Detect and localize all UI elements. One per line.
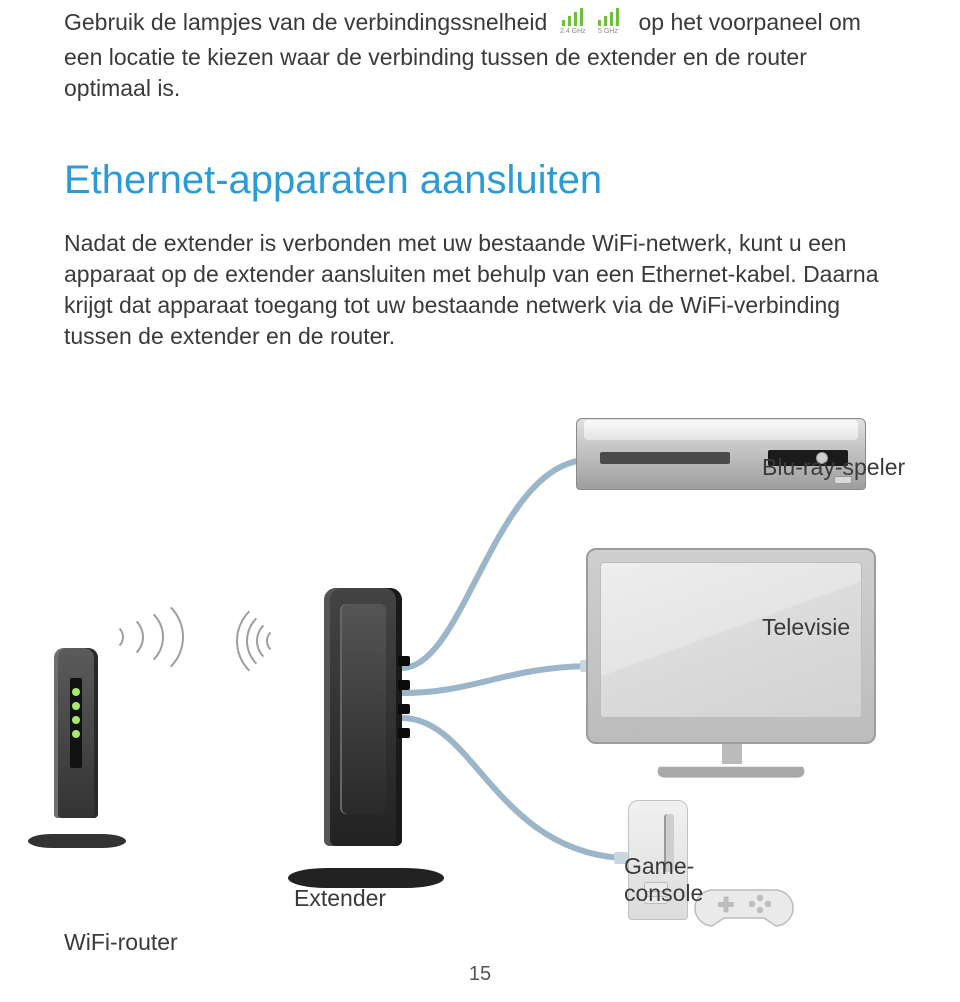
console-label-line2: console (624, 880, 703, 906)
intro-text-a: Gebruik de lampjes van de verbindingssne… (64, 9, 547, 35)
signal-icons: 2.4 GHz 5 GHz (560, 6, 626, 42)
body-paragraph: Nadat de extender is verbonden met uw be… (64, 228, 910, 352)
intro-paragraph: Gebruik de lampjes van de verbindingssne… (64, 6, 896, 104)
console-label-line1: Game- (624, 853, 694, 879)
tv-stand (653, 767, 810, 778)
ghz-label-5: 5 GHz (598, 28, 618, 34)
page-number: 15 (0, 963, 960, 986)
router-label: WiFi-router (64, 929, 178, 956)
bluray-top (584, 420, 858, 440)
extender-label: Extender (294, 885, 386, 912)
router-led (72, 688, 80, 696)
document-page: Gebruik de lampjes van de verbindingssne… (0, 0, 960, 1002)
signal-5ghz-icon: 5 GHz (596, 6, 626, 34)
network-diagram: Blu-ray-speler Televisie Extender Game- … (64, 418, 896, 938)
router-base (28, 834, 126, 848)
wifi-arc-icon (236, 598, 322, 684)
tv-neck (722, 744, 742, 764)
extender-port (398, 728, 410, 738)
router-led (72, 702, 80, 710)
router-led (72, 716, 80, 724)
wifi-arc-icon (98, 594, 184, 680)
extender-ridge (340, 604, 386, 814)
extender-port (398, 680, 410, 690)
extender-port (398, 656, 410, 666)
section-heading: Ethernet-apparaten aansluiten (64, 158, 602, 203)
gamepad-icon (694, 884, 794, 930)
extender-device (284, 548, 454, 888)
signal-2-4ghz-icon: 2.4 GHz (560, 6, 590, 34)
tv-label: Televisie (762, 614, 942, 641)
extender-port (398, 704, 410, 714)
router-led (72, 730, 80, 738)
wifi-router-device (34, 588, 124, 848)
tv-device (576, 548, 886, 788)
ghz-label-24: 2.4 GHz (560, 28, 586, 34)
console-label: Game- console (624, 853, 703, 908)
bluray-tray (600, 452, 730, 464)
bluray-label: Blu-ray-speler (762, 454, 942, 481)
